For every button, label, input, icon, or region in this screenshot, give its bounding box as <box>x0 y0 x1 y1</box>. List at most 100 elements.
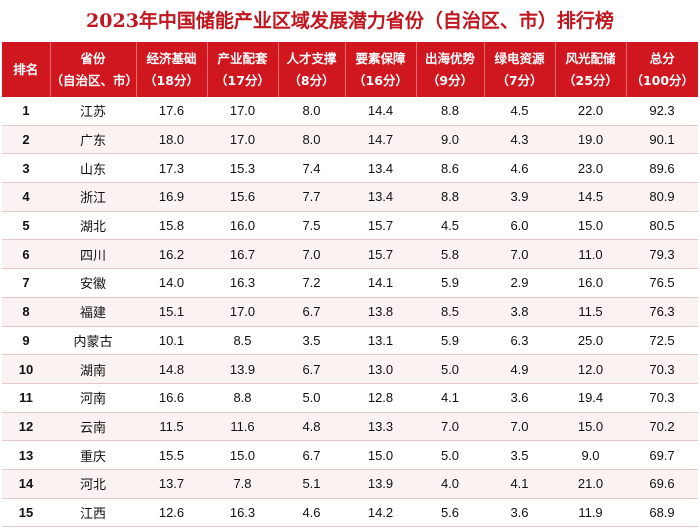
province-cell: 江苏 <box>50 97 136 126</box>
header-province-sub: （自治区、市） <box>50 72 139 88</box>
header-factors: 要素保障 （16分） <box>345 42 417 97</box>
ranking-table: 排名 省份 （自治区、市） 经济基础 （18分） 产业配套 （17分） 人才支撑… <box>2 42 698 528</box>
header-total: 总分 （100分） <box>626 42 698 97</box>
score-cell: 11.5 <box>555 297 626 327</box>
score-cell: 13.7 <box>136 469 207 499</box>
score-cell: 17.6 <box>136 97 207 126</box>
score-cell: 14.1 <box>345 268 416 298</box>
score-cell: 25.0 <box>555 326 626 356</box>
score-cell: 11.0 <box>555 239 626 270</box>
score-cell: 6.7 <box>278 354 345 384</box>
score-cell: 16.6 <box>136 383 207 413</box>
province-cell: 湖北 <box>50 211 136 241</box>
score-cell: 4.8 <box>278 412 345 442</box>
score-cell: 17.3 <box>136 153 207 184</box>
score-cell: 13.8 <box>345 297 416 327</box>
score-cell: 6.0 <box>484 211 555 241</box>
score-cell: 69.6 <box>626 469 698 499</box>
score-cell: 5.1 <box>278 469 345 499</box>
header-label: 风光配储 <box>565 50 616 66</box>
score-cell: 5.8 <box>416 239 484 270</box>
score-cell: 15.8 <box>136 211 207 241</box>
score-cell: 17.0 <box>207 125 278 155</box>
score-cell: 89.6 <box>626 153 698 184</box>
score-cell: 5.9 <box>416 326 484 356</box>
score-cell: 4.3 <box>484 125 555 155</box>
header-score: （8分） <box>288 72 335 88</box>
score-cell: 8.0 <box>278 125 345 155</box>
header-score: （9分） <box>426 72 474 88</box>
score-cell: 16.3 <box>207 268 278 298</box>
score-cell: 3.8 <box>484 297 555 327</box>
header-province-label: 省份 <box>80 50 106 66</box>
header-label: 绿电资源 <box>494 50 545 66</box>
province-cell: 四川 <box>50 239 136 270</box>
score-cell: 70.2 <box>626 412 698 442</box>
score-cell: 19.0 <box>555 125 626 155</box>
table-row: 1 江苏 17.6 17.0 8.0 14.4 8.8 4.5 22.0 92.3 <box>2 97 698 126</box>
rank-cell: 11 <box>2 383 50 413</box>
score-cell: 16.2 <box>136 239 207 270</box>
table-row: 4 浙江 16.9 15.6 7.7 13.4 8.8 3.9 14.5 80.9 <box>2 182 698 212</box>
score-cell: 4.1 <box>416 383 484 413</box>
score-cell: 10.1 <box>136 326 207 356</box>
score-cell: 3.9 <box>484 182 555 212</box>
score-cell: 18.0 <box>136 125 207 155</box>
score-cell: 7.0 <box>416 412 484 442</box>
score-cell: 15.5 <box>136 440 207 470</box>
score-cell: 3.6 <box>484 383 555 413</box>
table-row: 6 四川 16.2 16.7 7.0 15.7 5.8 7.0 11.0 79.3 <box>2 239 698 270</box>
header-label: 出海优势 <box>424 50 475 66</box>
score-cell: 16.0 <box>555 268 626 298</box>
score-cell: 7.0 <box>484 412 555 442</box>
rank-cell: 5 <box>2 211 50 241</box>
rank-cell: 6 <box>2 239 50 270</box>
table-row: 15 江西 12.6 16.3 4.6 14.2 5.6 3.6 11.9 68.9 <box>2 498 698 528</box>
score-cell: 14.8 <box>136 354 207 384</box>
score-cell: 19.4 <box>555 383 626 413</box>
score-cell: 8.8 <box>207 383 278 413</box>
table-row: 13 重庆 15.5 15.0 6.7 15.0 5.0 3.5 9.0 69.7 <box>2 440 698 470</box>
score-cell: 16.3 <box>207 498 278 528</box>
score-cell: 13.3 <box>345 412 416 442</box>
table-row: 8 福建 15.1 17.0 6.7 13.8 8.5 3.8 11.5 76.3 <box>2 297 698 327</box>
score-cell: 14.4 <box>345 97 416 126</box>
rank-cell: 8 <box>2 297 50 327</box>
score-cell: 5.0 <box>416 354 484 384</box>
score-cell: 8.5 <box>207 326 278 356</box>
rank-cell: 13 <box>2 440 50 470</box>
province-cell: 湖南 <box>50 354 136 384</box>
score-cell: 23.0 <box>555 153 626 184</box>
rank-cell: 4 <box>2 182 50 212</box>
table-row: 3 山东 17.3 15.3 7.4 13.4 8.6 4.6 23.0 89.6 <box>2 153 698 184</box>
rank-cell: 14 <box>2 469 50 499</box>
header-score: （16分） <box>353 72 408 88</box>
score-cell: 13.4 <box>345 153 416 184</box>
score-cell: 4.0 <box>416 469 484 499</box>
score-cell: 16.9 <box>136 182 207 212</box>
header-score: （100分） <box>630 72 695 88</box>
rank-cell: 7 <box>2 268 50 298</box>
score-cell: 4.1 <box>484 469 555 499</box>
header-score: （7分） <box>496 72 543 88</box>
province-cell: 福建 <box>50 297 136 327</box>
score-cell: 15.1 <box>136 297 207 327</box>
rank-cell: 2 <box>2 125 50 155</box>
province-cell: 河南 <box>50 383 136 413</box>
score-cell: 17.0 <box>207 97 278 126</box>
header-score: （25分） <box>563 72 618 88</box>
score-cell: 17.0 <box>207 297 278 327</box>
score-cell: 9.0 <box>416 125 484 155</box>
table-row: 11 河南 16.6 8.8 5.0 12.8 4.1 3.6 19.4 70.3 <box>2 383 698 413</box>
header-label: 总分 <box>649 50 675 66</box>
score-cell: 5.0 <box>278 383 345 413</box>
header-export: 出海优势 （9分） <box>416 42 485 97</box>
score-cell: 72.5 <box>626 326 698 356</box>
table-row: 5 湖北 15.8 16.0 7.5 15.7 4.5 6.0 15.0 80.5 <box>2 211 698 241</box>
score-cell: 12.0 <box>555 354 626 384</box>
score-cell: 76.5 <box>626 268 698 298</box>
header-label: 人才支撑 <box>286 50 337 66</box>
score-cell: 8.8 <box>416 97 484 126</box>
score-cell: 15.3 <box>207 153 278 184</box>
score-cell: 8.5 <box>416 297 484 327</box>
